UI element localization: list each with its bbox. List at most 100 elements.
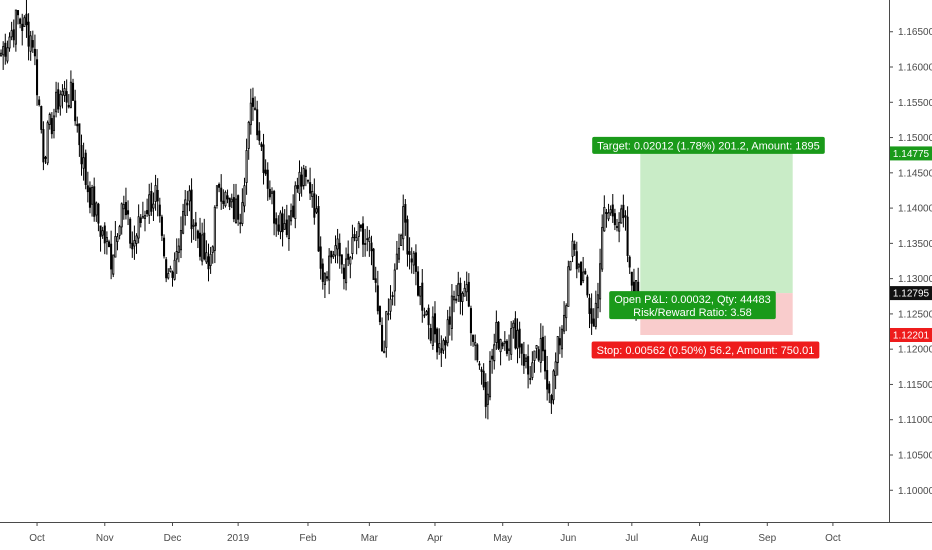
candle-body	[46, 122, 49, 164]
candle-body	[131, 242, 134, 250]
candle-body	[463, 287, 466, 297]
candle-body	[512, 322, 515, 329]
candle-body	[586, 276, 589, 296]
candle-body	[171, 271, 174, 278]
candle-body	[535, 345, 538, 349]
candle-body	[618, 222, 621, 232]
candle-body	[296, 184, 299, 189]
candle-body	[601, 226, 604, 270]
candle-body	[205, 252, 208, 263]
candle-body	[110, 243, 113, 270]
candle-body	[65, 91, 68, 103]
candle-body	[325, 276, 329, 279]
candle-body	[165, 259, 168, 279]
candle-body	[69, 81, 72, 108]
candle-body	[556, 336, 559, 364]
candle-body	[300, 174, 303, 187]
candle-body	[359, 224, 362, 228]
candle-body	[385, 311, 388, 348]
candle-body	[465, 284, 468, 293]
candle-body	[243, 185, 246, 207]
candle-body	[438, 343, 441, 349]
candle-body	[254, 107, 257, 111]
candle-body	[323, 273, 326, 285]
candle-body	[292, 205, 295, 218]
candle-body	[290, 210, 293, 222]
candle-body	[190, 189, 193, 230]
candle-body	[152, 203, 155, 209]
candle-body	[419, 286, 422, 297]
candle-body	[146, 210, 149, 215]
candle-body	[529, 378, 532, 380]
candle-body	[353, 234, 356, 239]
candle-body	[395, 253, 398, 270]
candle-body	[567, 266, 570, 307]
pnl-label-box	[609, 291, 776, 320]
candle-body	[486, 393, 489, 405]
candle-body	[14, 9, 17, 45]
candle-body	[309, 182, 312, 194]
candle-body	[42, 129, 45, 163]
candle-body	[287, 215, 290, 239]
candle-body	[40, 106, 43, 130]
candle-body	[607, 212, 610, 220]
candle-body	[192, 224, 195, 227]
candle-body	[546, 370, 549, 390]
candle-body	[256, 109, 259, 136]
candle-body	[408, 251, 411, 255]
candle-body	[76, 123, 79, 127]
candle-body	[186, 202, 189, 206]
candle-body	[281, 213, 284, 233]
candle-body	[19, 18, 22, 24]
time-tick-label: Nov	[96, 533, 114, 544]
candle-body	[264, 169, 267, 175]
candle-body	[25, 13, 28, 26]
candle-body	[491, 355, 494, 360]
time-tick-label: Oct	[825, 533, 841, 544]
candle-body	[510, 328, 513, 355]
candle-body	[355, 237, 358, 242]
stop-label-box	[591, 341, 820, 359]
candle-body	[609, 209, 612, 214]
candle-body	[203, 232, 206, 260]
pnl-label-text: Open P&L: 0.00032, Qty: 44483	[614, 294, 771, 306]
candle-body	[260, 143, 263, 147]
candle-body	[389, 298, 392, 312]
candle-body	[560, 328, 564, 350]
candle-body	[91, 187, 94, 205]
candle-body	[207, 256, 210, 270]
candle-body	[588, 297, 591, 314]
candle-body	[266, 169, 269, 189]
candle-body	[630, 271, 633, 286]
candle-body	[340, 254, 343, 265]
candle-body	[410, 258, 413, 263]
stop-price-tag-text: 1.12201	[893, 330, 930, 341]
candle-body	[624, 215, 627, 218]
candle-body	[0, 52, 3, 57]
candle-body	[514, 318, 517, 349]
candle-body	[228, 197, 231, 207]
candle-body	[503, 340, 506, 344]
candle-body	[620, 208, 623, 224]
candle-body	[188, 190, 191, 202]
target-label-box	[592, 136, 825, 154]
candle-body	[116, 236, 119, 242]
candle-body	[425, 311, 428, 316]
candle-body	[495, 321, 498, 343]
candle-body	[391, 295, 394, 297]
candle-body	[218, 183, 221, 188]
candle-body	[209, 253, 212, 267]
candle-body	[427, 307, 430, 326]
candle-body	[565, 305, 568, 319]
target-price-tag	[890, 146, 932, 161]
candle-body	[446, 319, 449, 344]
time-tick-label: Apr	[427, 533, 443, 544]
candle-body	[61, 90, 64, 96]
candle-body	[480, 369, 483, 372]
candle-body	[336, 238, 339, 250]
price-tick-label: 1.13000	[898, 274, 932, 285]
candle-body	[275, 218, 278, 225]
candle-body	[550, 395, 553, 404]
candle-body	[613, 213, 616, 226]
